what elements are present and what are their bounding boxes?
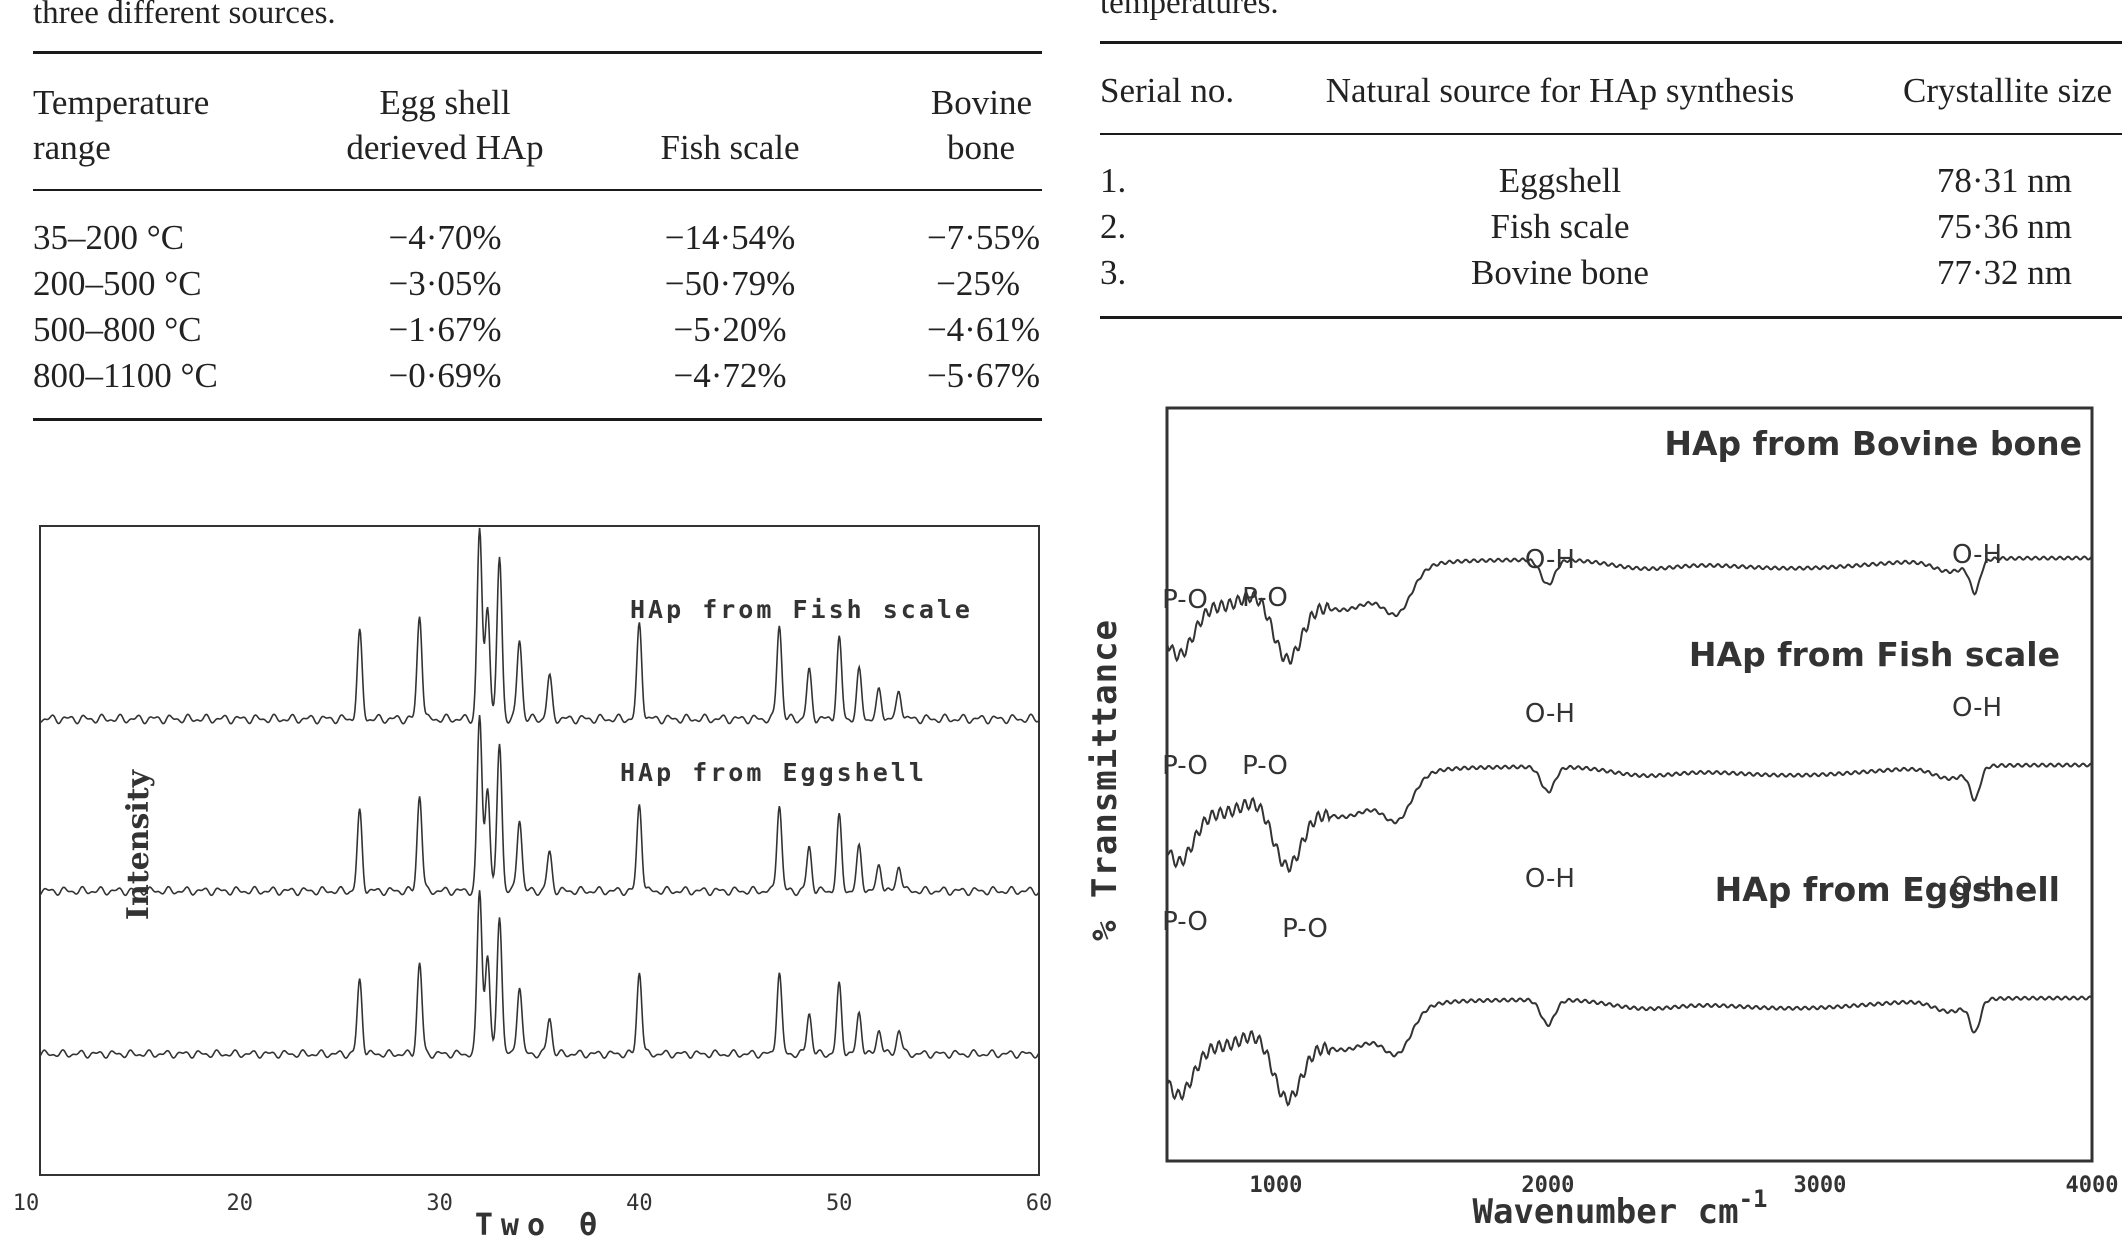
left-header-egg-1: Egg shell — [379, 83, 511, 122]
table-cell: −4·72% — [673, 356, 787, 395]
ftir-x-axis-label-text: Wavenumber cm — [1472, 1192, 1738, 1232]
ftir-x-tick-label: 1000 — [1249, 1173, 1302, 1198]
xrd-x-tick-label: 40 — [626, 1191, 653, 1216]
table-cell: 3. — [1100, 253, 1127, 292]
ftir-series-label: HAp from Fish scale — [1689, 635, 2060, 674]
ftir-band-label: P-O — [1162, 907, 1208, 937]
xrd-x-tick-label: 10 — [13, 1191, 40, 1216]
left-header-bovine-1: Bovine — [930, 83, 1032, 122]
table-cell: 200–500 °C — [33, 264, 202, 303]
ftir-plot-frame — [1165, 406, 2094, 1163]
table-cell: −7·55% — [926, 218, 1040, 257]
table-cell: 78·31 nm — [1936, 161, 2072, 200]
xrd-series-line — [39, 527, 1040, 725]
ftir-series-label: HAp from Eggshell — [1715, 870, 2060, 909]
ftir-band-label: O-H — [1952, 540, 2002, 570]
xrd-plot-frame — [39, 525, 1040, 1176]
xrd-x-tick-label: 20 — [227, 1191, 254, 1216]
table-cell: 800–1100 °C — [33, 356, 218, 395]
table-cell: Fish scale — [1490, 207, 1630, 246]
ftir-x-axis-label-superscript: -1 — [1739, 1185, 1768, 1213]
xrd-series-line — [39, 715, 1040, 897]
right-header-serial: Serial no. — [1100, 71, 1235, 110]
table-cell: −5·20% — [673, 310, 787, 349]
table-cell: 500–800 °C — [33, 310, 202, 349]
table-cell: −3·05% — [388, 264, 502, 303]
left-header-temp-2: range — [33, 128, 111, 167]
ftir-y-axis-label: % Transmittance — [1085, 619, 1125, 941]
table-cell: Bovine bone — [1471, 253, 1649, 292]
left-header-egg-2: derieved HAp — [346, 128, 544, 167]
right-table-bottom-rule — [1100, 316, 2122, 319]
table-cell: −5·67% — [926, 356, 1040, 395]
table-cell: Eggshell — [1498, 161, 1622, 200]
table-cell: −25% — [936, 264, 1020, 303]
ftir-series-line — [1166, 555, 2093, 665]
xrd-x-tick-label: 60 — [1026, 1191, 1053, 1216]
ftir-band-label: O-H — [1952, 693, 2002, 723]
xrd-y-axis-label: Intensity — [121, 768, 156, 920]
xrd-x-tick-label: 50 — [826, 1191, 853, 1216]
table-cell: −4·61% — [926, 310, 1040, 349]
table-cell: 35–200 °C — [33, 218, 185, 257]
ftir-x-tick-label: 2000 — [1521, 1173, 1574, 1198]
left-table-bottom-rule — [33, 418, 1042, 421]
left-table-mid-rule — [33, 189, 1042, 191]
ftir-band-label: P-O — [1162, 751, 1208, 781]
table-cell: −14·54% — [664, 218, 796, 257]
left-header-temp-1: Temperature — [33, 83, 210, 122]
ftir-band-label: O-H — [1952, 872, 2002, 902]
ftir-series-line — [1166, 762, 2093, 874]
right-header-source: Natural source for HAp synthesis — [1325, 71, 1795, 110]
ftir-band-label: O-H — [1525, 699, 1575, 729]
right-table-caption: temperatures. — [1100, 0, 1279, 21]
ftir-x-tick-label: 3000 — [1793, 1173, 1846, 1198]
ftir-series-label: HAp from Bovine bone — [1664, 424, 2082, 463]
ftir-x-tick-label: 4000 — [2066, 1173, 2119, 1198]
ftir-band-label: P-O — [1282, 914, 1328, 944]
xrd-series-label: HAp from Fish scale — [630, 595, 973, 624]
left-header-bovine-2: bone — [946, 128, 1015, 167]
table-cell: 1. — [1100, 161, 1127, 200]
table-cell: −1·67% — [388, 310, 502, 349]
left-header-fish: Fish scale — [660, 128, 800, 167]
xrd-series-label: HAp from Eggshell — [620, 758, 927, 787]
table-cell: 75·36 nm — [1936, 207, 2072, 246]
ftir-band-label: O-H — [1525, 864, 1575, 894]
ftir-x-axis-label: Wavenumber cm-1 — [1472, 1185, 1767, 1232]
xrd-chart: HAp from Bovine boneHAp from Fish scaleH… — [13, 525, 1053, 1240]
ftir-band-label: P-O — [1162, 585, 1208, 615]
left-table-top-rule — [33, 51, 1042, 54]
table-cell: 77·32 nm — [1936, 253, 2072, 292]
right-table-top-rule — [1100, 41, 2122, 44]
left-table-caption: three different sources. — [33, 0, 336, 31]
table-cell: 2. — [1100, 207, 1127, 246]
ftir-band-label: P-O — [1242, 583, 1288, 613]
right-table-mid-rule — [1100, 133, 2122, 135]
right-header-crystallite: Crystallite size — [1903, 71, 2112, 110]
ftir-band-label: P-O — [1242, 751, 1288, 781]
xrd-x-tick-label: 30 — [426, 1191, 453, 1216]
ftir-band-label: O-H — [1525, 545, 1575, 575]
table-cell: −4·70% — [388, 218, 502, 257]
table-cell: −50·79% — [664, 264, 796, 303]
ftir-series-line — [1166, 995, 2093, 1107]
xrd-series-line — [39, 890, 1040, 1059]
xrd-x-axis-label: Two θ — [475, 1208, 605, 1240]
table-cell: −0·69% — [388, 356, 502, 395]
